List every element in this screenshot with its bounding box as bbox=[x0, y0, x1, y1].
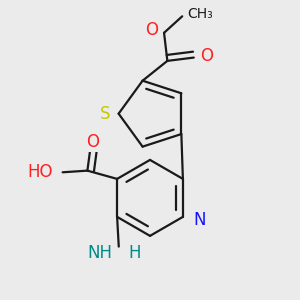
Text: O: O bbox=[145, 20, 158, 38]
Text: H: H bbox=[129, 244, 141, 262]
Text: N: N bbox=[194, 211, 206, 229]
Text: O: O bbox=[86, 133, 99, 151]
Text: S: S bbox=[100, 105, 110, 123]
Text: CH₃: CH₃ bbox=[187, 7, 213, 21]
Text: NH: NH bbox=[88, 244, 113, 262]
Text: O: O bbox=[200, 47, 213, 65]
Text: HO: HO bbox=[28, 163, 53, 181]
